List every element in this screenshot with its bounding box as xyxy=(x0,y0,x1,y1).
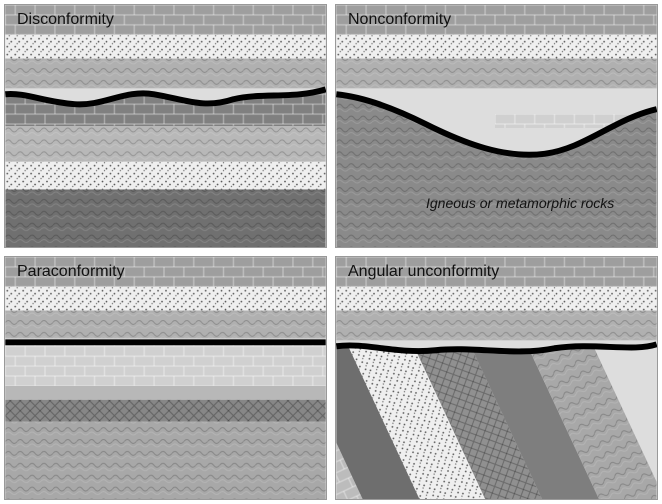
angular-title: Angular unconformity xyxy=(348,263,499,281)
paraconformity-svg xyxy=(5,257,326,499)
angular-svg xyxy=(336,257,657,499)
disconformity-title: Disconformity xyxy=(17,11,114,29)
panel-disconformity: Disconformity xyxy=(4,4,327,248)
panel-nonconformity: Nonconformity Igneous or metamorphic roc… xyxy=(335,4,658,248)
panel-paraconformity: Paraconformity xyxy=(4,256,327,500)
igneous-label: Igneous or metamorphic rocks xyxy=(426,195,614,211)
nonconformity-title: Nonconformity xyxy=(348,11,451,29)
disconformity-svg xyxy=(5,5,326,247)
paraconformity-title: Paraconformity xyxy=(17,263,125,281)
panel-angular: Angular unconformity xyxy=(335,256,658,500)
